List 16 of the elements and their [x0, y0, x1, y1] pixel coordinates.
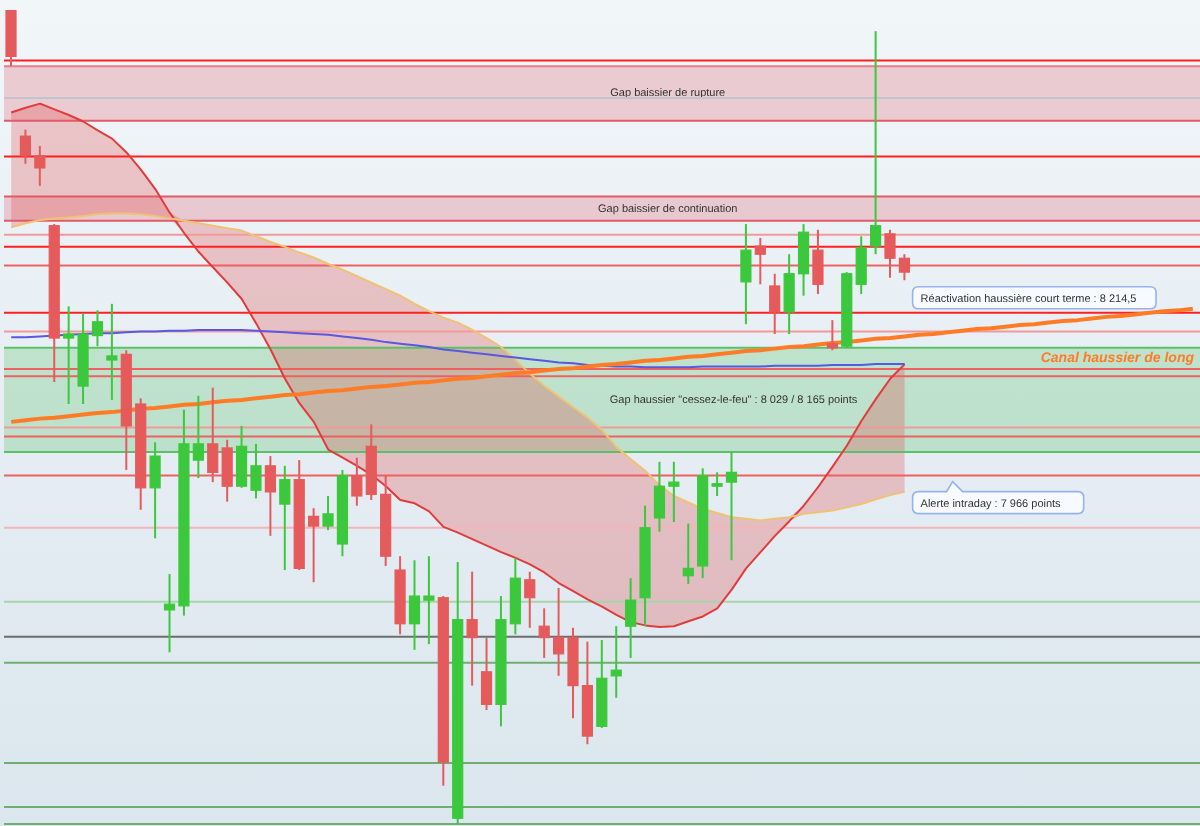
candlestick — [625, 577, 637, 659]
candlestick — [740, 223, 752, 326]
candlestick — [279, 464, 291, 572]
candlestick — [870, 30, 882, 256]
candlestick — [106, 302, 118, 401]
candlestick — [725, 451, 738, 562]
candlestick — [769, 272, 781, 335]
candlestick — [524, 570, 536, 629]
candlestick — [480, 636, 493, 712]
candlestick — [5, 10, 17, 68]
candlestick — [610, 625, 622, 699]
candlestick — [826, 319, 838, 352]
candlestick — [149, 441, 161, 540]
candlestick — [466, 570, 478, 687]
candlestick — [855, 235, 867, 296]
candlestick — [682, 522, 694, 585]
